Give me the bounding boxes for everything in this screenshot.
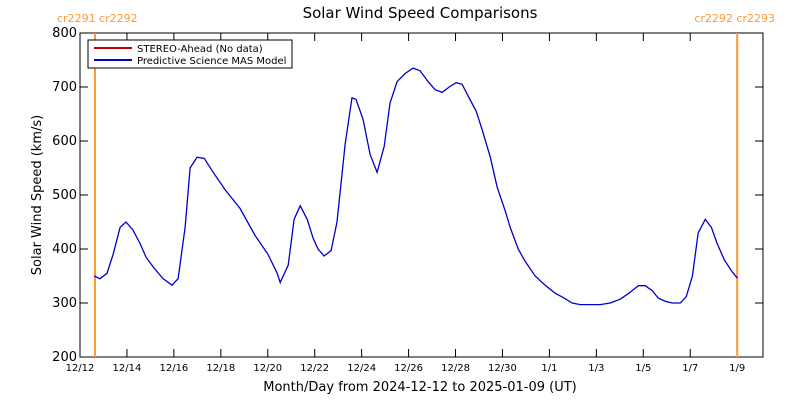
y-tick-label: 700 bbox=[52, 80, 77, 95]
x-tick-label: 12/20 bbox=[253, 363, 282, 374]
x-tick-label: 12/28 bbox=[441, 363, 470, 374]
chart-title: Solar Wind Speed Comparisons bbox=[303, 4, 538, 22]
x-tick-label: 12/22 bbox=[300, 363, 329, 374]
x-tick-label: 12/24 bbox=[347, 363, 376, 374]
y-axis-label: Solar Wind Speed (km/s) bbox=[30, 115, 45, 275]
x-tick-label: 12/14 bbox=[113, 363, 142, 374]
x-axis-label: Month/Day from 2024-12-12 to 2025-01-09 … bbox=[263, 380, 576, 395]
rotation-label: cr2292 cr2293 bbox=[694, 12, 775, 25]
x-tick-label: 1/1 bbox=[541, 363, 557, 374]
x-tick-label: 12/26 bbox=[394, 363, 423, 374]
rotation-label: cr2291 cr2292 bbox=[57, 12, 138, 25]
y-tick-label: 400 bbox=[52, 242, 77, 257]
y-tick-label: 600 bbox=[52, 134, 77, 149]
x-tick-label: 1/3 bbox=[588, 363, 604, 374]
y-tick-label: 300 bbox=[52, 296, 77, 311]
y-tick-label: 800 bbox=[52, 26, 77, 41]
legend-box bbox=[87, 39, 293, 69]
x-tick-label: 1/7 bbox=[682, 363, 698, 374]
x-tick-label: 12/12 bbox=[66, 363, 95, 374]
x-tick-label: 1/5 bbox=[635, 363, 651, 374]
x-tick-label: 12/18 bbox=[206, 363, 235, 374]
y-tick-label: 500 bbox=[52, 188, 77, 203]
x-tick-label: 1/9 bbox=[729, 363, 745, 374]
legend-label: Predictive Science MAS Model bbox=[137, 56, 286, 67]
x-tick-label: 12/30 bbox=[488, 363, 517, 374]
x-tick-label: 12/16 bbox=[159, 363, 188, 374]
y-tick-label: 200 bbox=[52, 350, 77, 365]
legend-label: STEREO-Ahead (No data) bbox=[137, 44, 263, 55]
series-line bbox=[93, 67, 738, 306]
